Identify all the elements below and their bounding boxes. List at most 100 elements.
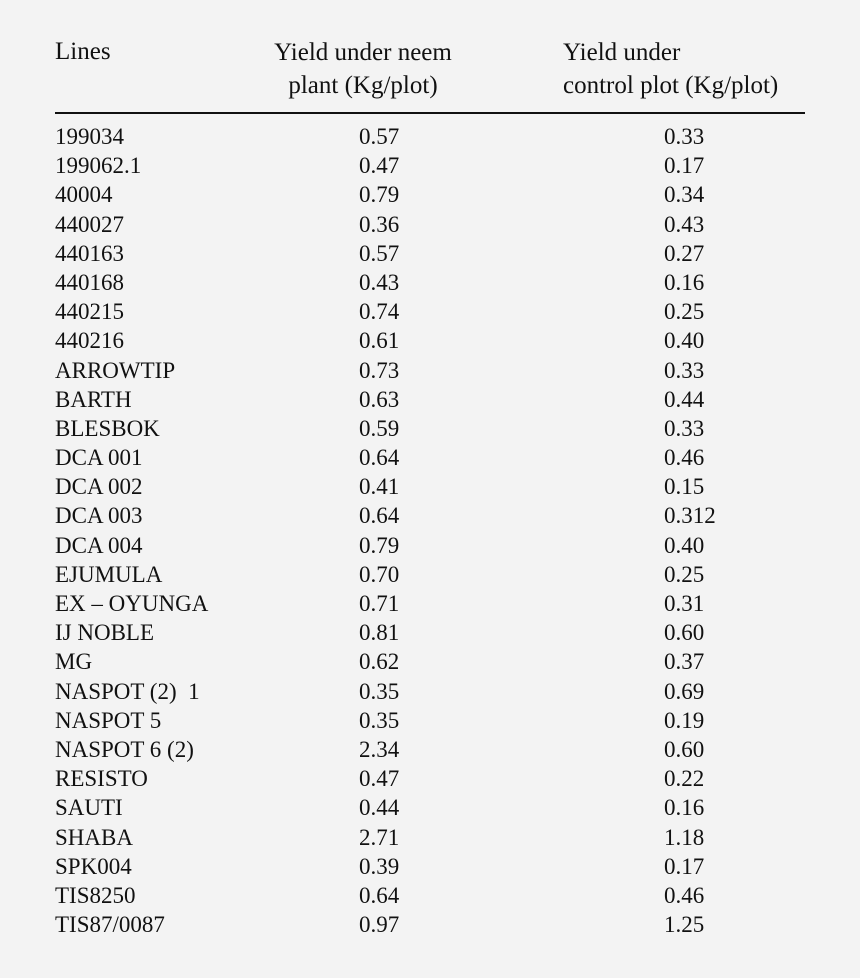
cell-control-yield: 0.17 [664,153,705,179]
cell-line: TIS8250 [55,882,136,908]
cell-control-yield: 0.33 [664,357,705,383]
cell-neem-yield: 0.35 [359,678,400,704]
cell-line: 199034 [55,124,124,149]
cell-neem-yield: 0.61 [359,328,400,354]
table-row: MG 0.62 0.37 [0,647,860,676]
header-control-line2: control plot (Kg/plot) [563,72,779,99]
cell-neem-yield: 0.35 [359,707,400,733]
table-row: SAUTI 0.44 0.16 [0,793,860,822]
cell-control-yield: 0.34 [664,182,705,208]
cell-neem-yield: 0.74 [359,299,400,325]
table-row: 440027 0.36 0.43 [0,210,860,239]
cell-line: DCA 003 [55,503,143,529]
table-row: DCA 001 0.64 0.46 [0,443,860,472]
table-row: BARTH 0.63 0.44 [0,385,860,414]
header-control-line1: Yield under [563,39,681,66]
cell-line: BARTH [55,386,132,412]
table-row: NASPOT (2) 1 0.35 0.69 [0,677,860,706]
cell-neem-yield: 0.79 [359,532,400,558]
table-row: BLESBOK 0.59 0.33 [0,414,860,443]
cell-line: RESISTO [55,766,148,792]
cell-neem-yield: 0.64 [359,882,400,908]
table-row: TIS87/0087 0.97 1.25 [0,910,860,939]
cell-control-yield: 0.60 [664,736,705,762]
cell-neem-yield: 2.71 [359,824,400,850]
header-neem-yield: Yield under neem plant (Kg/plot) [260,36,466,102]
table-row: 199034 0.57 0.33 [0,122,860,151]
table-row: DCA 004 0.79 0.40 [0,531,860,560]
cell-control-yield: 0.312 [664,503,716,529]
cell-neem-yield: 0.81 [359,620,400,646]
cell-line: DCA 004 [55,532,143,558]
cell-neem-yield: 0.64 [359,503,400,529]
cell-neem-yield: 0.57 [359,240,400,266]
cell-neem-yield: 0.62 [359,649,400,675]
cell-control-yield: 0.40 [664,328,705,354]
cell-line: 440168 [55,269,124,295]
cell-control-yield: 0.16 [664,795,705,821]
cell-neem-yield: 0.73 [359,357,400,383]
cell-line: BLESBOK [55,415,160,441]
cell-line: SAUTI [55,795,123,821]
cell-neem-yield: 0.44 [359,795,400,821]
cell-line: IJ NOBLE [55,620,155,646]
cell-control-yield: 0.27 [664,240,705,266]
table-row: SPK004 0.39 0.17 [0,852,860,881]
table-row: DCA 002 0.41 0.15 [0,472,860,501]
cell-control-yield: 0.46 [664,882,705,908]
cell-line: 440027 [55,211,124,237]
cell-control-yield: 0.16 [664,269,705,295]
table-row: EJUMULA 0.70 0.25 [0,560,860,589]
table-row: IJ NOBLE 0.81 0.60 [0,618,860,647]
cell-line: NASPOT (2) 1 [55,678,200,704]
header-neem-line2: plant (Kg/plot) [288,72,438,99]
cell-control-yield: 0.25 [664,299,705,325]
header-rule [55,112,805,114]
cell-neem-yield: 0.70 [359,561,400,587]
cell-control-yield: 0.15 [664,474,705,500]
cell-neem-yield: 0.57 [359,124,400,149]
cell-line: 440163 [55,240,124,266]
cell-neem-yield: 0.59 [359,415,400,441]
table-row: 40004 0.79 0.34 [0,180,860,209]
cell-control-yield: 0.44 [664,386,705,412]
table-header: Lines Yield under neem plant (Kg/plot) Y… [0,36,860,106]
cell-neem-yield: 0.47 [359,153,400,179]
cell-line: NASPOT 6 (2) [55,736,194,762]
cell-line: 40004 [55,182,113,208]
cell-line: MG [55,649,93,675]
cell-neem-yield: 0.43 [359,269,400,295]
table-row: RESISTO 0.47 0.22 [0,764,860,793]
cell-control-yield: 1.18 [664,824,705,850]
cell-control-yield: 0.33 [664,124,705,149]
cell-neem-yield: 0.71 [359,591,400,616]
cell-control-yield: 0.17 [664,853,705,879]
table-row: 440216 0.61 0.40 [0,326,860,355]
cell-control-yield: 0.60 [664,620,705,646]
cell-control-yield: 1.25 [664,912,705,938]
cell-control-yield: 0.43 [664,211,705,237]
cell-line: TIS87/0087 [55,912,165,938]
cell-line: 440215 [55,299,124,325]
cell-neem-yield: 0.79 [359,182,400,208]
header-neem-line1: Yield under neem [274,39,452,66]
table-row: 440163 0.57 0.27 [0,239,860,268]
cell-line: DCA 002 [55,474,143,500]
cell-line: EJUMULA [55,561,163,587]
cell-line: EX – OYUNGA [55,591,209,616]
cell-control-yield: 0.33 [664,415,705,441]
cell-control-yield: 0.31 [664,591,705,616]
table-row: NASPOT 5 0.35 0.19 [0,706,860,735]
table-row: 440215 0.74 0.25 [0,297,860,326]
table-row: EX – OYUNGA 0.71 0.31 [0,589,860,618]
cell-neem-yield: 0.41 [359,474,400,500]
cell-control-yield: 0.37 [664,649,705,675]
cell-neem-yield: 0.47 [359,766,400,792]
table-row: 199062.1 0.47 0.17 [0,151,860,180]
cell-line: ARROWTIP [55,357,176,383]
cell-neem-yield: 2.34 [359,736,400,762]
header-control-yield: Yield under control plot (Kg/plot) [563,36,778,102]
cell-control-yield: 0.69 [664,678,705,704]
cell-neem-yield: 0.63 [359,386,400,412]
